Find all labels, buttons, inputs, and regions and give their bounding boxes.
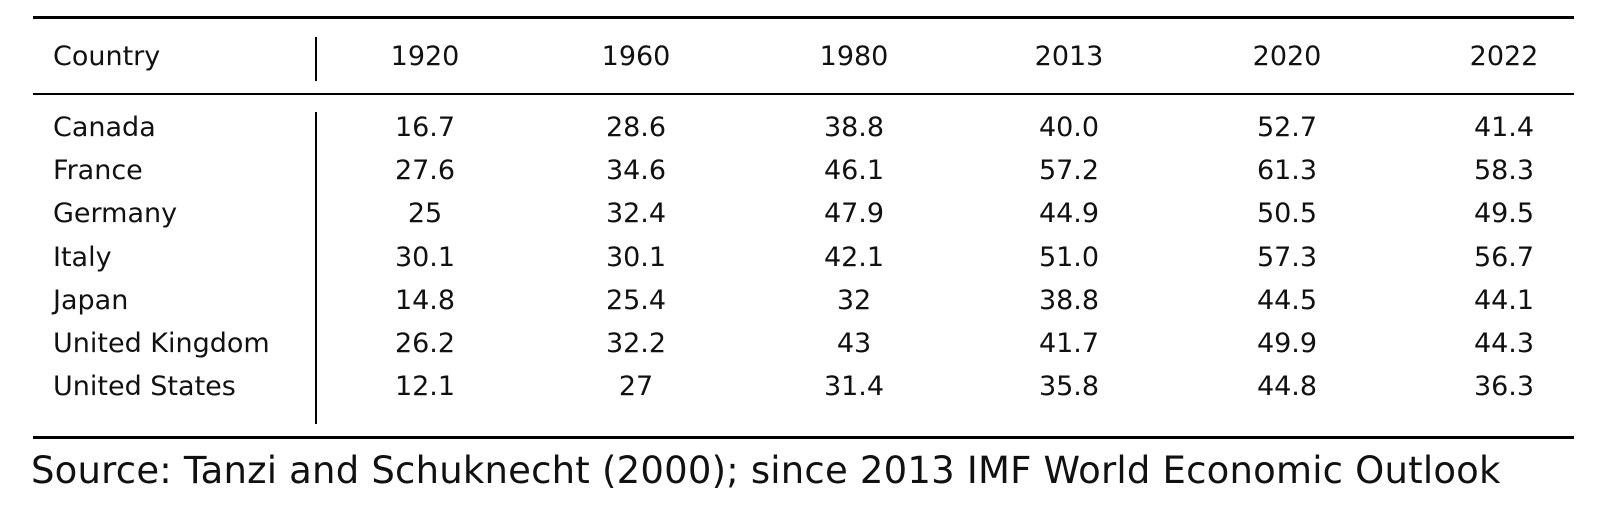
row-value: 57.3 xyxy=(1256,241,1318,273)
header-year-2020: 2020 xyxy=(1252,41,1322,72)
row-value: 26.2 xyxy=(394,328,456,359)
header-year-1980: 1980 xyxy=(819,41,889,72)
table-row: Italy 30.1 30.1 42.1 51.0 57.3 56.7 xyxy=(33,236,1574,280)
row-value: 14.8 xyxy=(394,284,456,316)
row-value: 30.1 xyxy=(394,241,456,273)
row-value: 61.3 xyxy=(1256,155,1318,187)
row-value: 44.3 xyxy=(1473,328,1535,359)
row-country: Germany xyxy=(53,198,178,230)
row-value: 56.7 xyxy=(1473,241,1535,273)
row-value: 47.9 xyxy=(823,198,885,230)
table-row: United States 12.1 27 31.4 35.8 44.8 36.3 xyxy=(33,365,1574,409)
row-value: 27 xyxy=(618,371,654,403)
row-value: 42.1 xyxy=(823,241,885,273)
row-value: 16.7 xyxy=(394,112,456,143)
table-row: Canada 16.7 28.6 38.8 40.0 52.7 41.4 xyxy=(33,106,1574,150)
row-country: Canada xyxy=(53,112,156,143)
row-value: 31.4 xyxy=(823,371,885,403)
row-value: 57.2 xyxy=(1038,155,1100,187)
row-value: 27.6 xyxy=(394,155,456,187)
row-value: 52.7 xyxy=(1256,112,1318,143)
header-year-1960: 1960 xyxy=(601,41,671,72)
header-column-separator xyxy=(315,37,317,81)
header-year-2022: 2022 xyxy=(1469,41,1539,72)
row-value: 43 xyxy=(836,328,872,359)
header-year-2013: 2013 xyxy=(1034,41,1104,72)
row-country: Italy xyxy=(53,241,112,273)
row-value: 51.0 xyxy=(1038,241,1100,273)
row-value: 44.5 xyxy=(1256,284,1318,316)
row-value: 38.8 xyxy=(823,112,885,143)
table-row: Germany 25 32.4 47.9 44.9 50.5 49.5 xyxy=(33,192,1574,236)
row-value: 12.1 xyxy=(394,371,456,403)
row-value: 28.6 xyxy=(605,112,667,143)
row-value: 36.3 xyxy=(1473,371,1535,403)
table-header-rule xyxy=(33,93,1574,95)
header-year-1920: 1920 xyxy=(390,41,460,72)
table-bottom-rule xyxy=(33,436,1574,439)
row-value: 34.6 xyxy=(605,155,667,187)
row-country: France xyxy=(53,155,143,187)
row-country: United Kingdom xyxy=(53,328,270,359)
row-value: 32.4 xyxy=(605,198,667,230)
row-value: 46.1 xyxy=(823,155,885,187)
row-value: 38.8 xyxy=(1038,284,1100,316)
source-note: Source: Tanzi and Schuknecht (2000); sin… xyxy=(31,449,1501,492)
row-value: 32.2 xyxy=(605,328,667,359)
table-row: United Kingdom 26.2 32.2 43 41.7 49.9 44.3 xyxy=(33,322,1574,366)
table-header-row: Country 1920 1960 1980 2013 2020 2022 xyxy=(33,35,1574,79)
row-value: 50.5 xyxy=(1256,198,1318,230)
row-value: 44.9 xyxy=(1038,198,1100,230)
row-value: 58.3 xyxy=(1473,155,1535,187)
row-value: 32 xyxy=(836,284,872,316)
body-column-separator xyxy=(315,112,317,424)
table-row: Japan 14.8 25.4 32 38.8 44.5 44.1 xyxy=(33,279,1574,323)
row-value: 25 xyxy=(407,198,443,230)
row-value: 30.1 xyxy=(605,241,667,273)
row-value: 41.7 xyxy=(1038,328,1100,359)
row-country: Japan xyxy=(53,284,129,316)
row-value: 25.4 xyxy=(605,284,667,316)
row-value: 41.4 xyxy=(1473,112,1535,143)
row-country: United States xyxy=(53,371,236,403)
table-top-rule xyxy=(33,16,1574,19)
row-value: 49.9 xyxy=(1256,328,1318,359)
header-country: Country xyxy=(53,41,161,72)
row-value: 49.5 xyxy=(1473,198,1535,230)
row-value: 44.1 xyxy=(1473,284,1535,316)
row-value: 35.8 xyxy=(1038,371,1100,403)
table-row: France 27.6 34.6 46.1 57.2 61.3 58.3 xyxy=(33,149,1574,193)
row-value: 40.0 xyxy=(1038,112,1100,143)
row-value: 44.8 xyxy=(1256,371,1318,403)
